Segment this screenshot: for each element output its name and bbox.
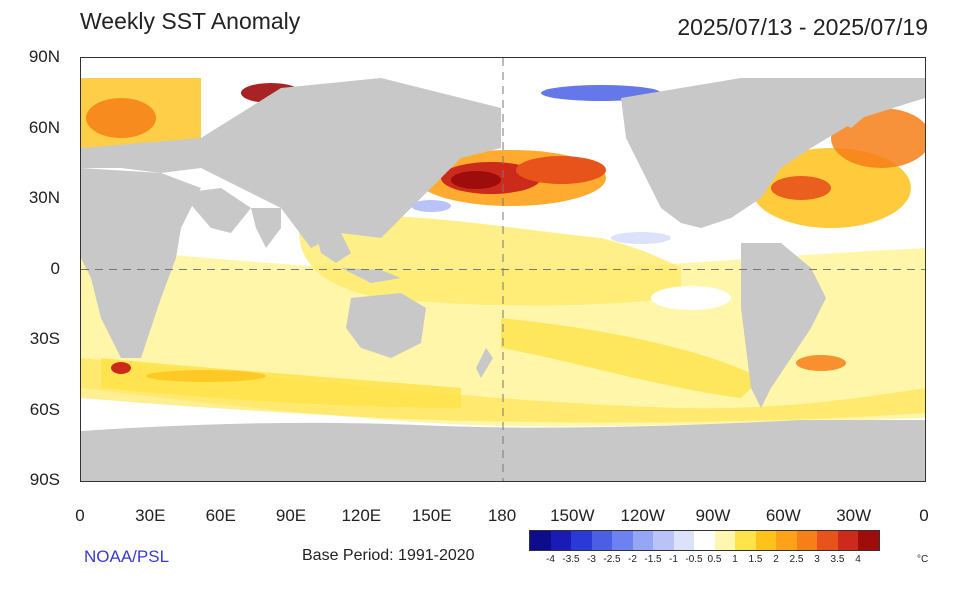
reference-lines [81, 58, 925, 481]
colorbar-swatch [714, 531, 735, 550]
lat-label-30s: 30S [29, 329, 60, 348]
colorbar-tick-label: 2.5 [789, 554, 804, 565]
land [81, 78, 925, 481]
lon-label-30e: 30E [135, 506, 166, 525]
colorbar-tick-label: -3 [587, 554, 596, 565]
lon-label-120e: 120E [341, 506, 382, 525]
colorbar-swatch [755, 531, 776, 550]
lon-label-0-right: 0 [919, 506, 929, 525]
lon-label-120w: 120W [620, 506, 665, 525]
colorbar-tick-label: -2.5 [603, 554, 621, 565]
anomaly-colorbar [529, 530, 880, 551]
colorbar-swatch [694, 531, 715, 550]
lon-label-60e: 60E [205, 506, 236, 525]
colorbar-tick-label: -1 [669, 554, 678, 565]
colorbar-tick-label: 1 [732, 554, 738, 565]
date-range: 2025/07/13 - 2025/07/19 [677, 14, 928, 40]
colorbar-tick-label: -3.5 [562, 554, 580, 565]
colorbar-swatch [632, 531, 653, 550]
lon-label-30w: 30W [836, 506, 872, 525]
noaa-psl-credit: NOAA/PSL [84, 547, 170, 566]
colorbar-swatch [591, 531, 612, 550]
colorbar-tick-label: -1.5 [644, 554, 662, 565]
base-period-note: Base Period: 1991-2020 [302, 547, 475, 564]
map-title: Weekly SST Anomaly [80, 8, 301, 34]
lat-label-90n: 90N [28, 47, 60, 66]
colorbar-swatch [550, 531, 571, 550]
lat-label-60n: 60N [28, 117, 60, 137]
colorbar-tick-label: 3.5 [830, 554, 845, 565]
colorbar-swatch [858, 531, 879, 550]
colorbar-swatch [837, 531, 858, 550]
colorbar-swatch [612, 531, 633, 550]
colorbar-swatch [735, 531, 756, 550]
colorbar-unit: °C [917, 554, 929, 565]
colorbar-tick-label: 0.5 [707, 554, 722, 565]
colorbar-tick-label: -0.5 [685, 554, 703, 565]
colorbar-swatch [673, 531, 694, 550]
lon-label-90w: 90W [695, 506, 731, 525]
lon-label-90e: 90E [275, 506, 307, 525]
lat-label-0: 0 [50, 258, 60, 278]
lon-label-150e: 150E [411, 506, 452, 525]
colorbar-tick-label: 4 [855, 554, 861, 565]
lat-label-60s: 60S [29, 399, 60, 419]
colorbar-swatch [817, 531, 838, 550]
lon-label-0-left: 0 [75, 506, 85, 525]
colorbar-tick-label: 1.5 [748, 554, 763, 565]
colorbar-tick-label: -2 [628, 554, 637, 565]
colorbar-tick-label: -4 [546, 554, 555, 565]
lat-label-90s: 90S [29, 470, 60, 489]
colorbar-swatch [571, 531, 592, 550]
map-canvas [81, 58, 925, 481]
colorbar-tick-label: 3 [814, 554, 820, 565]
colorbar-swatch [796, 531, 817, 550]
lon-label-150w: 150W [550, 506, 595, 525]
colorbar-swatch [776, 531, 797, 550]
lon-label-180: 180 [487, 506, 517, 525]
colorbar-tick-label: 2 [773, 554, 779, 565]
lon-label-60w: 60W [765, 506, 801, 525]
lat-label-30n: 30N [28, 188, 60, 207]
colorbar-swatch [653, 531, 674, 550]
sst-anomaly-map [80, 57, 926, 482]
colorbar-swatch [530, 531, 551, 550]
